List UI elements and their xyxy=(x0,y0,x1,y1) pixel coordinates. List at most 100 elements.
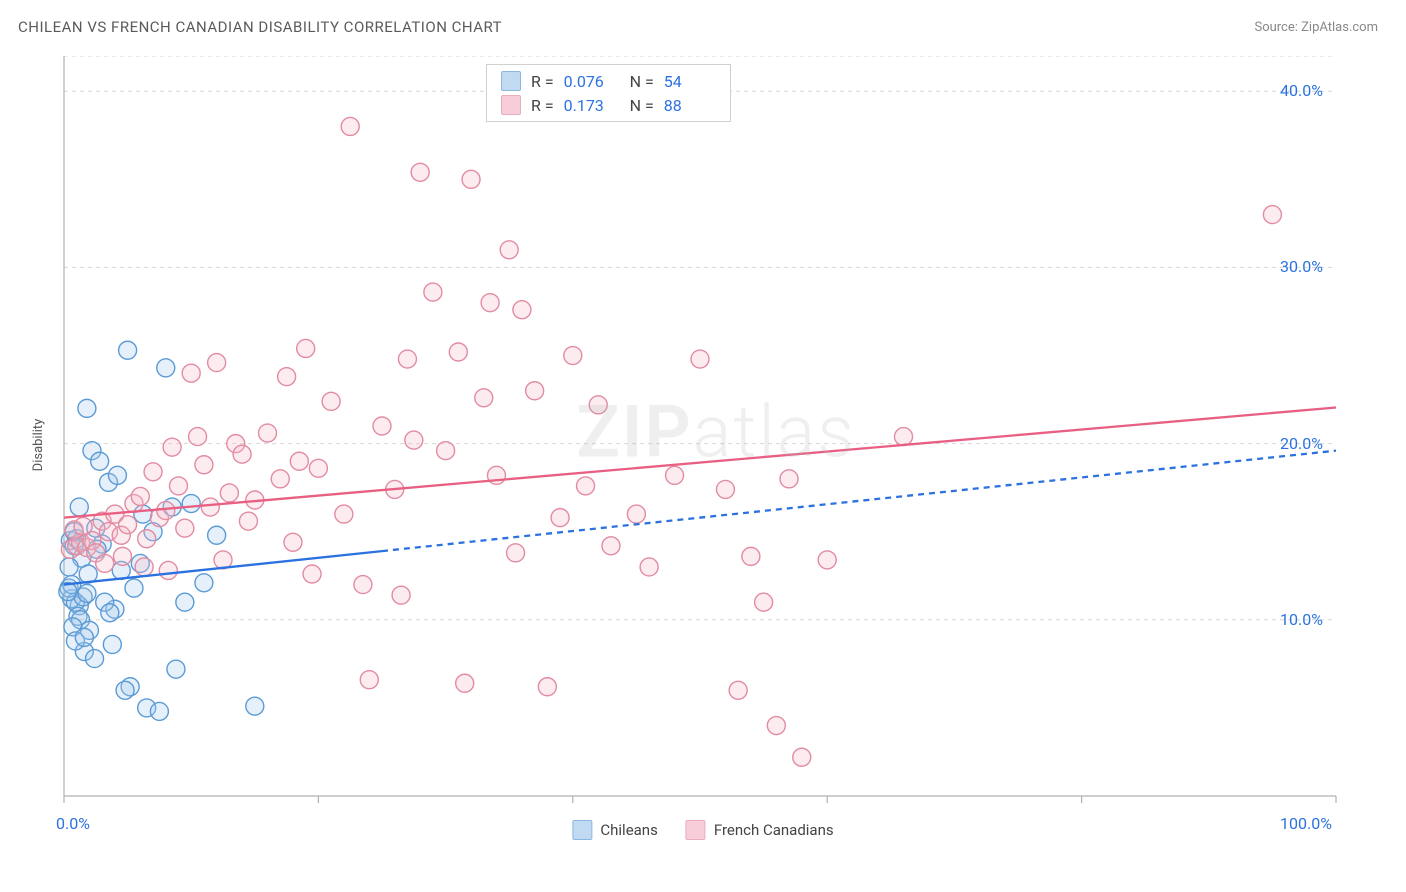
scatter-point xyxy=(691,350,709,368)
chart-container: Disability ZIPatlas R =0.076 N =54R =0.1… xyxy=(18,50,1388,840)
scatter-point xyxy=(640,558,658,576)
scatter-point xyxy=(157,502,175,520)
scatter-point xyxy=(767,717,785,735)
scatter-point xyxy=(119,341,137,359)
scatter-point xyxy=(793,748,811,766)
scatter-point xyxy=(602,537,620,555)
legend-swatch xyxy=(572,820,592,840)
stat-n-value: 88 xyxy=(664,96,716,115)
scatter-point xyxy=(309,459,327,477)
plot-area: ZIPatlas R =0.076 N =54R =0.173 N =88 xyxy=(56,56,1376,840)
scatter-point xyxy=(131,487,149,505)
stat-n-value: 54 xyxy=(664,72,716,91)
scatter-point xyxy=(60,558,78,576)
scatter-point xyxy=(475,389,493,407)
scatter-point xyxy=(551,509,569,527)
scatter-point xyxy=(755,593,773,611)
scatter-point xyxy=(103,635,121,653)
scatter-point xyxy=(405,431,423,449)
stat-r-label: R = xyxy=(531,72,554,91)
scatter-point xyxy=(335,505,353,523)
legend-label: French Canadians xyxy=(714,821,834,839)
scatter-point xyxy=(176,593,194,611)
scatter-point xyxy=(208,526,226,544)
y-tick-label: 10.0% xyxy=(1280,610,1323,629)
scatter-point xyxy=(462,170,480,188)
stat-row: R = 0.173 N = 88 xyxy=(501,95,716,115)
y-tick-label: 30.0% xyxy=(1280,257,1323,276)
scatter-point xyxy=(360,671,378,689)
source-label: Source: ZipAtlas.com xyxy=(1254,20,1378,35)
bottom-legend: Chileans French Canadians xyxy=(572,820,833,840)
trend-line-dashed xyxy=(382,451,1336,551)
scatter-point xyxy=(507,544,525,562)
scatter-point xyxy=(411,163,429,181)
scatter-point xyxy=(271,470,289,488)
stat-r-value: 0.173 xyxy=(564,96,616,115)
scatter-point xyxy=(176,519,194,537)
stat-r-label: R = xyxy=(531,96,554,115)
scatter-point xyxy=(577,477,595,495)
scatter-point xyxy=(91,452,109,470)
scatter-point xyxy=(169,477,187,495)
chart-title: CHILEAN VS FRENCH CANADIAN DISABILITY CO… xyxy=(18,18,502,36)
scatter-point xyxy=(818,551,836,569)
scatter-point xyxy=(75,628,93,646)
legend-swatch xyxy=(501,71,521,91)
scatter-point xyxy=(284,533,302,551)
scatter-point xyxy=(481,294,499,312)
trend-line xyxy=(64,408,1336,518)
scatter-point xyxy=(157,359,175,377)
scatter-point xyxy=(201,498,219,516)
scatter-point xyxy=(895,428,913,446)
scatter-point xyxy=(322,392,340,410)
scatter-point xyxy=(259,424,277,442)
scatter-point xyxy=(456,674,474,692)
legend-swatch xyxy=(501,95,521,115)
scatter-point xyxy=(437,442,455,460)
scatter-point xyxy=(500,241,518,259)
scatter-point xyxy=(373,417,391,435)
scatter-point xyxy=(564,347,582,365)
scatter-point xyxy=(239,512,257,530)
scatter-point xyxy=(666,466,684,484)
scatter-point xyxy=(589,396,607,414)
scatter-point xyxy=(182,364,200,382)
scatter-point xyxy=(182,495,200,513)
correlation-stats-box: R =0.076 N =54R =0.173 N =88 xyxy=(486,64,731,122)
scatter-point xyxy=(233,445,251,463)
scatter-point xyxy=(729,681,747,699)
scatter-point xyxy=(138,530,156,548)
stat-n-label: N = xyxy=(626,96,654,115)
scatter-point xyxy=(716,480,734,498)
scatter-point xyxy=(195,574,213,592)
scatter-point xyxy=(189,428,207,446)
scatter-point xyxy=(354,576,372,594)
stat-n-label: N = xyxy=(626,72,654,91)
scatter-point xyxy=(278,368,296,386)
scatter-point xyxy=(246,697,264,715)
scatter-point xyxy=(116,681,134,699)
scatter-point xyxy=(290,452,308,470)
scatter-point xyxy=(108,466,126,484)
legend-swatch xyxy=(686,820,706,840)
scatter-point xyxy=(220,484,238,502)
scatter-point xyxy=(114,547,132,565)
scatter-point xyxy=(78,399,96,417)
stat-row: R =0.076 N =54 xyxy=(501,71,716,91)
scatter-point xyxy=(96,554,114,572)
scatter-point xyxy=(538,678,556,696)
scatter-point xyxy=(627,505,645,523)
scatter-point xyxy=(780,470,798,488)
scatter-point xyxy=(742,547,760,565)
scatter-point xyxy=(150,702,168,720)
legend-label: Chileans xyxy=(600,821,657,839)
x-tick-label: 100.0% xyxy=(1280,814,1332,833)
scatter-point xyxy=(195,456,213,474)
scatter-point xyxy=(297,339,315,357)
scatter-point xyxy=(70,498,88,516)
scatter-point xyxy=(119,516,137,534)
scatter-point xyxy=(86,650,104,668)
scatter-point xyxy=(392,586,410,604)
x-tick-label: 0.0% xyxy=(56,814,90,833)
